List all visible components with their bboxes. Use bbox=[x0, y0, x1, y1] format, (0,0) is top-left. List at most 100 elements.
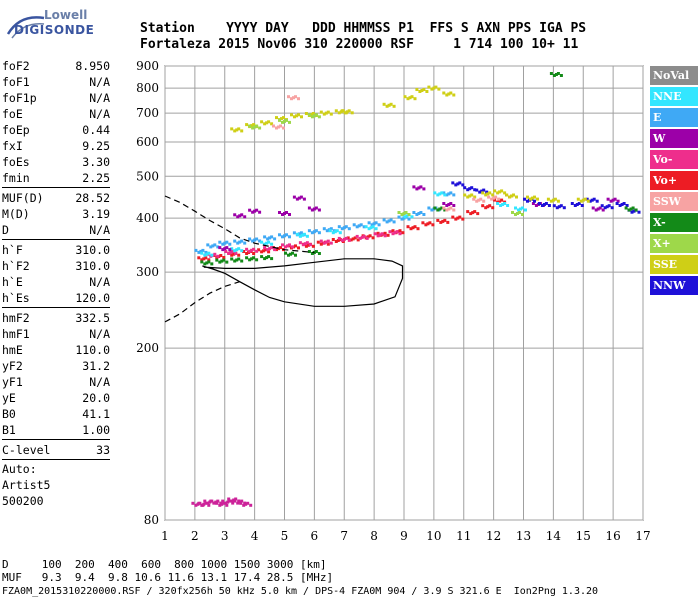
echo-point bbox=[302, 197, 306, 201]
echo-point bbox=[625, 204, 629, 207]
echo-point bbox=[314, 206, 318, 210]
echo-point bbox=[290, 113, 293, 117]
echo-point bbox=[422, 187, 426, 191]
echo-point bbox=[268, 236, 272, 240]
echo-point bbox=[498, 199, 502, 203]
logo-line-2: DIGISONDE bbox=[14, 23, 95, 37]
echo-point bbox=[368, 234, 372, 238]
echo-point bbox=[452, 93, 456, 97]
echo-point bbox=[231, 250, 235, 253]
echo-point bbox=[512, 193, 515, 197]
autoscale-line3: 500200 bbox=[2, 494, 44, 508]
echo-point bbox=[391, 232, 395, 236]
echo-point bbox=[503, 191, 507, 195]
echo-point bbox=[497, 197, 501, 201]
echo-point bbox=[230, 257, 234, 261]
echo-point bbox=[210, 262, 214, 266]
echo-point bbox=[505, 193, 509, 197]
echo-point bbox=[398, 232, 402, 236]
echo-point bbox=[407, 213, 411, 216]
echo-point bbox=[506, 204, 510, 207]
x-tick-label: 4 bbox=[251, 529, 259, 543]
echo-point bbox=[406, 225, 410, 229]
echo-point bbox=[456, 182, 460, 186]
series-x bbox=[248, 113, 524, 216]
param-row-foep: foEp 0.44 bbox=[2, 122, 110, 138]
echo-point bbox=[404, 211, 408, 214]
echo-point bbox=[264, 248, 268, 252]
param-row-fof2: foF2 8.950 bbox=[2, 58, 110, 74]
echo-point bbox=[258, 126, 262, 130]
echo-point bbox=[445, 93, 449, 97]
echo-point bbox=[285, 211, 288, 214]
echo-point bbox=[573, 204, 577, 207]
echo-point bbox=[306, 243, 310, 247]
echo-point bbox=[456, 216, 460, 220]
echo-point bbox=[292, 231, 296, 235]
echo-point bbox=[231, 501, 235, 505]
y-tick-label: 900 bbox=[136, 59, 159, 73]
param-label: M(D) bbox=[2, 207, 30, 221]
echo-point bbox=[295, 197, 299, 201]
echo-point bbox=[329, 241, 333, 245]
echo-point bbox=[540, 204, 544, 207]
echo-point bbox=[395, 230, 399, 234]
echo-point bbox=[392, 104, 396, 108]
echo-point bbox=[275, 248, 278, 252]
echo-point bbox=[533, 195, 536, 199]
echo-point bbox=[451, 215, 455, 219]
echo-point bbox=[239, 501, 243, 505]
echo-point bbox=[417, 186, 421, 190]
echo-point bbox=[499, 204, 503, 207]
echo-point bbox=[233, 129, 237, 133]
echo-point bbox=[615, 202, 619, 205]
echo-point bbox=[370, 223, 374, 227]
echo-point bbox=[401, 231, 405, 235]
echo-point bbox=[551, 198, 555, 202]
echo-point bbox=[289, 252, 292, 256]
echo-point bbox=[588, 199, 592, 203]
x-tick-label: 16 bbox=[605, 529, 620, 543]
echo-point bbox=[349, 238, 353, 242]
echo-point bbox=[475, 188, 479, 192]
param-row-ye: yE 20.0 bbox=[2, 390, 110, 406]
echo-point bbox=[215, 501, 219, 505]
param-row-d: D N/A bbox=[2, 222, 110, 238]
echo-point bbox=[352, 223, 356, 227]
echo-point bbox=[585, 197, 589, 201]
echo-point bbox=[331, 238, 335, 241]
echo-point bbox=[255, 249, 259, 253]
echo-point bbox=[413, 225, 417, 229]
echo-point bbox=[287, 95, 290, 99]
param-row-foe: foE N/A bbox=[2, 106, 110, 122]
echo-point bbox=[205, 252, 209, 256]
echo-point bbox=[252, 252, 256, 255]
echo-point bbox=[265, 241, 269, 245]
echo-point bbox=[336, 239, 340, 242]
echo-point bbox=[367, 227, 371, 231]
echo-point bbox=[500, 198, 504, 202]
footer-muf-row: MUF 9.3 9.4 9.8 10.6 11.6 13.1 17.4 28.5… bbox=[2, 571, 334, 584]
echo-point bbox=[598, 206, 602, 210]
param-row-hf: h`F 310.0 bbox=[2, 242, 110, 258]
y-tick-label: 400 bbox=[136, 211, 159, 225]
echo-point bbox=[260, 250, 264, 254]
echo-point bbox=[230, 247, 234, 251]
echo-point bbox=[364, 225, 368, 229]
header-values: Fortaleza 2015 Nov06 310 220000 RSF 1 71… bbox=[140, 37, 579, 52]
echo-point bbox=[278, 233, 281, 237]
echo-point bbox=[400, 217, 404, 221]
echo-point bbox=[298, 234, 302, 238]
param-separator bbox=[2, 439, 110, 440]
param-label: B0 bbox=[2, 407, 16, 421]
echo-point bbox=[624, 206, 628, 210]
echo-point bbox=[618, 204, 622, 207]
echo-point bbox=[216, 245, 220, 249]
param-row-hf2: h`F2 310.0 bbox=[2, 258, 110, 274]
echo-point bbox=[240, 249, 244, 253]
echo-point bbox=[452, 204, 456, 207]
echo-point bbox=[632, 209, 636, 213]
echo-point bbox=[437, 87, 441, 91]
echo-point bbox=[234, 252, 238, 255]
echo-point bbox=[434, 85, 438, 89]
